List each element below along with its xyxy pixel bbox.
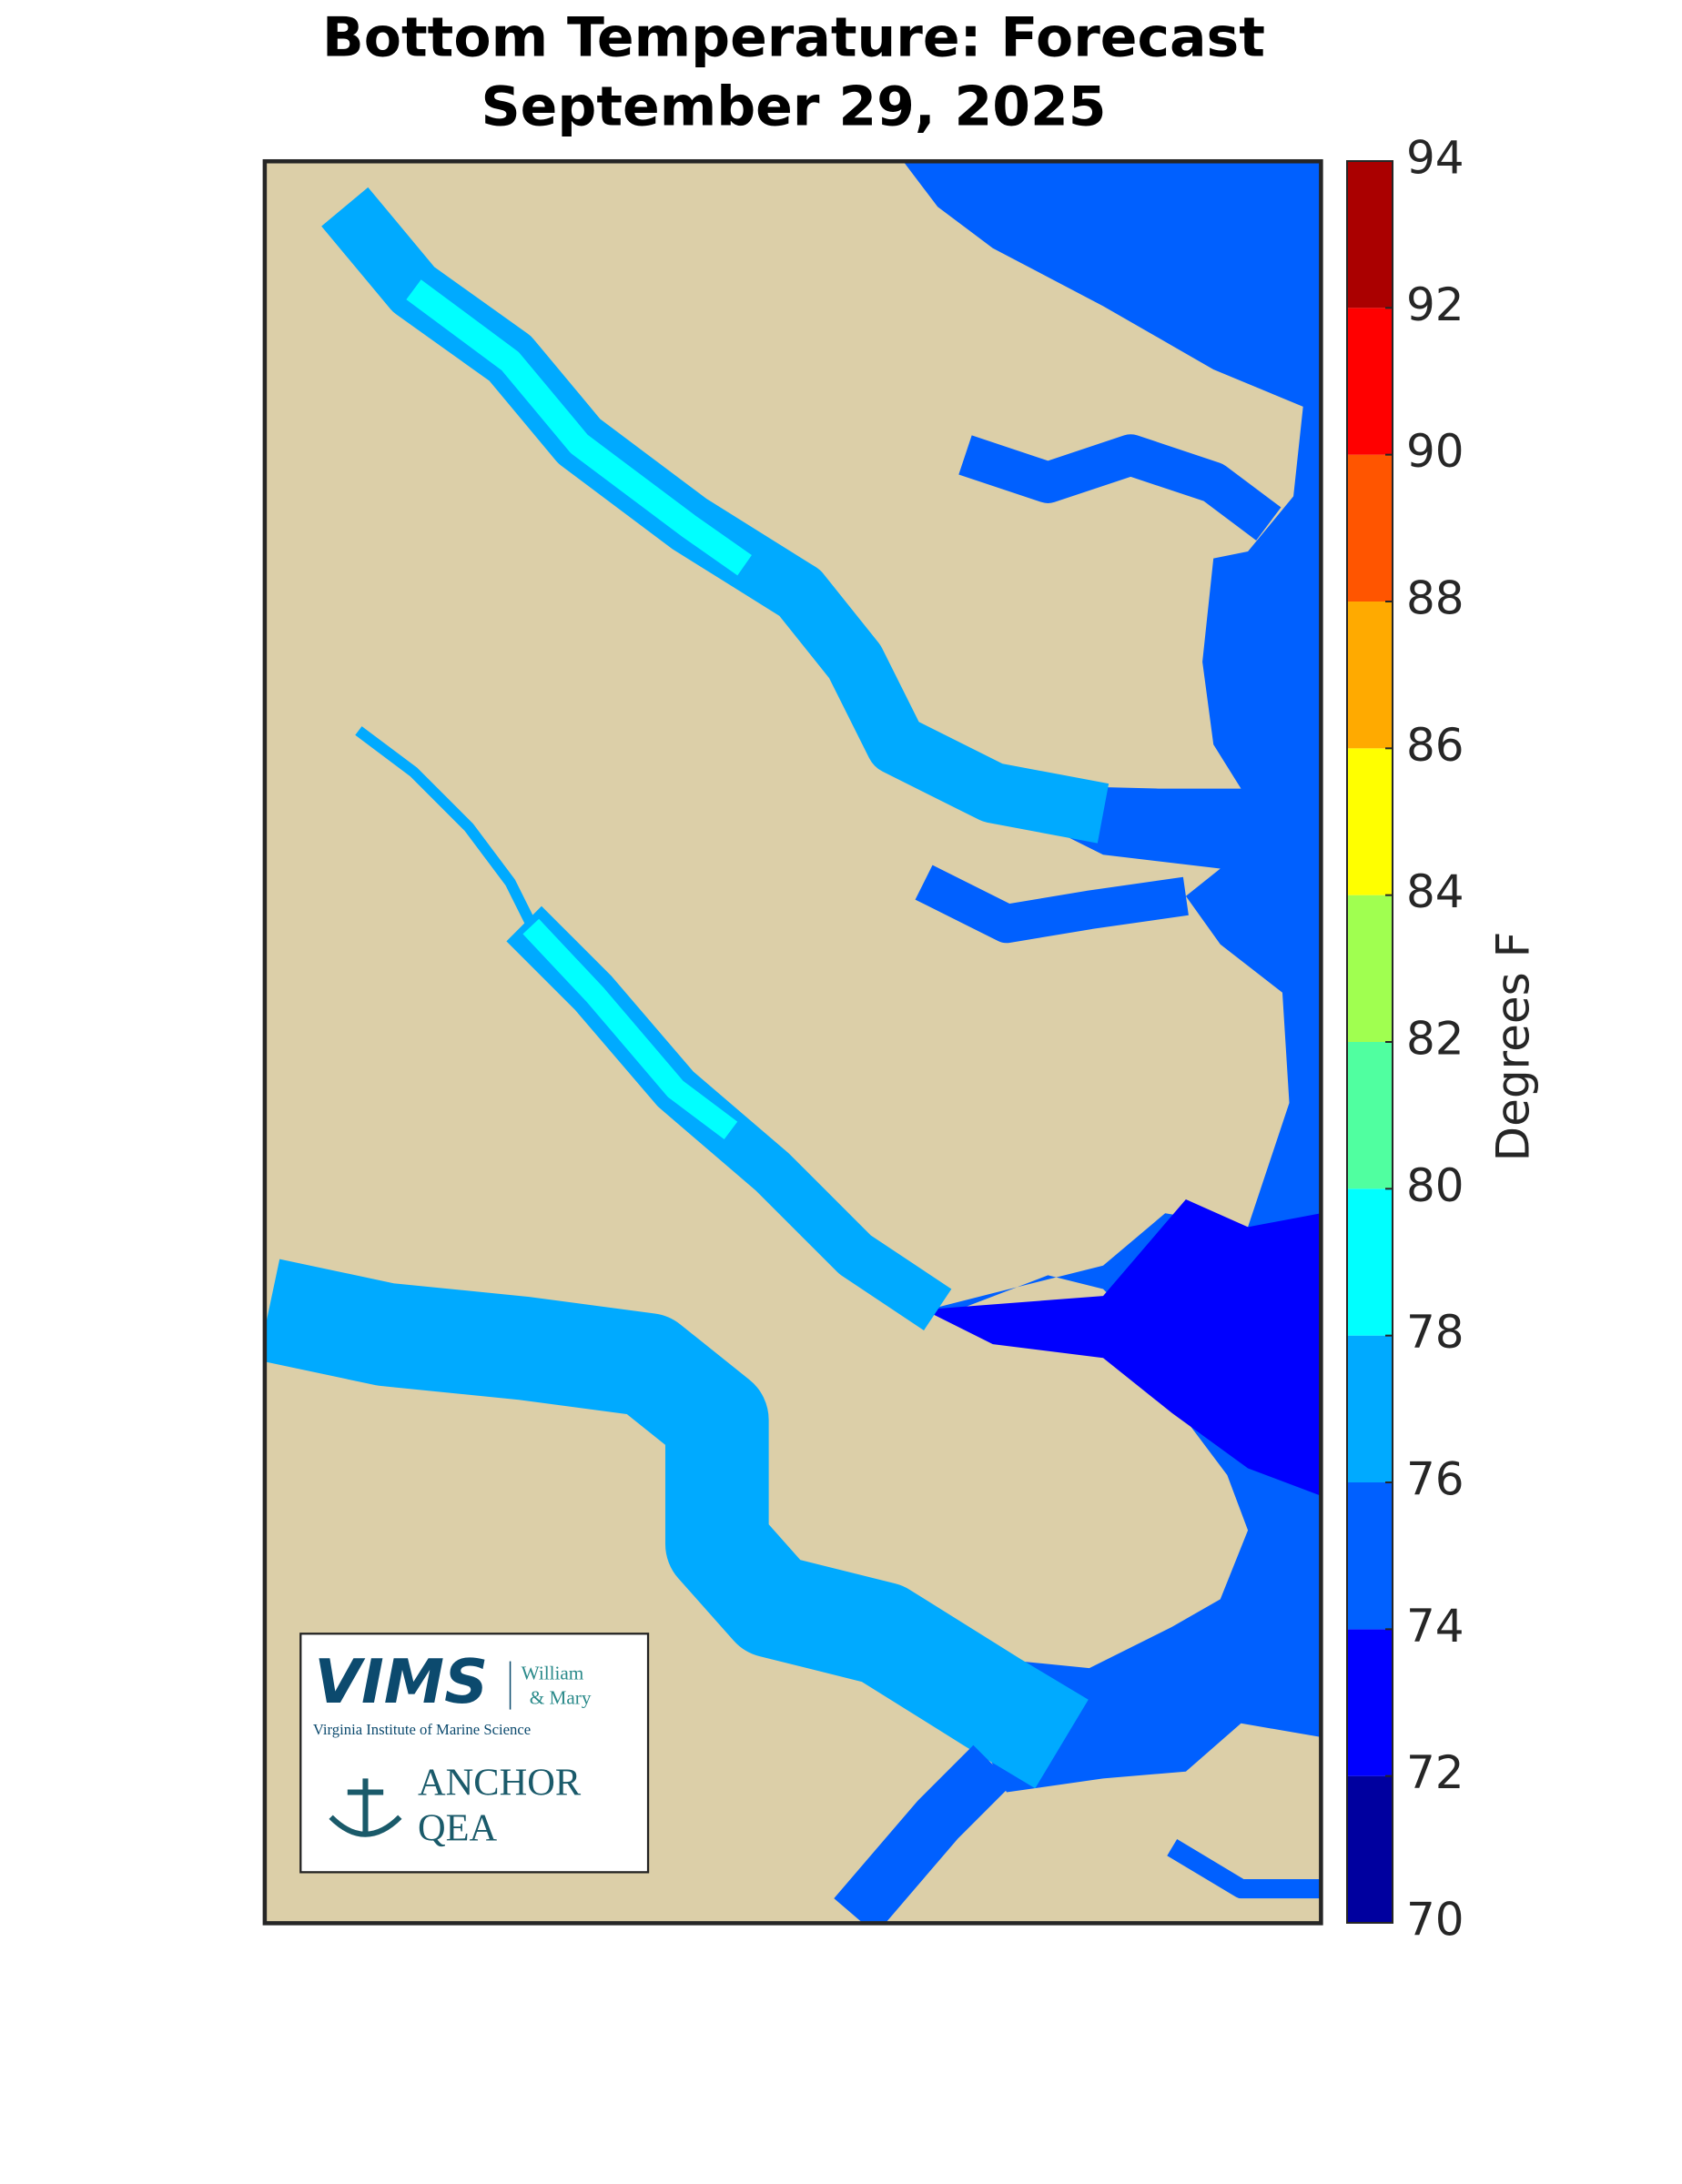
colorbar-tick-label: 84 bbox=[1406, 865, 1464, 918]
colorbar-bin bbox=[1347, 1629, 1393, 1776]
logo-institute: Virginia Institute of Marine Science bbox=[313, 1721, 531, 1738]
river bbox=[264, 1259, 1089, 1789]
colorbar-label: Degrees F bbox=[1487, 932, 1540, 1162]
logo-vims: VIMS bbox=[314, 1646, 488, 1717]
logo-qea: QEA bbox=[418, 1807, 498, 1850]
river bbox=[355, 726, 536, 926]
colorbar-tick-label: 70 bbox=[1406, 1894, 1464, 1946]
colorbar-bin bbox=[1347, 1188, 1393, 1336]
colorbar-tick-label: 74 bbox=[1406, 1600, 1464, 1653]
colorbar-bin bbox=[1347, 895, 1393, 1042]
colorbar-tick-label: 82 bbox=[1406, 1013, 1464, 1066]
colorbar-tick-label: 72 bbox=[1406, 1746, 1464, 1799]
title-line: Bottom Temperature: Forecast bbox=[322, 6, 1265, 70]
colorbar-bin bbox=[1347, 748, 1393, 895]
river bbox=[406, 279, 752, 576]
title-line: September 29, 2025 bbox=[481, 76, 1106, 139]
colorbar-bin bbox=[1347, 602, 1393, 749]
deep-water bbox=[924, 1199, 1322, 1496]
anchor-icon bbox=[329, 1778, 402, 1837]
colorbar-tick-label: 88 bbox=[1406, 572, 1464, 625]
colorbar-bin bbox=[1347, 1042, 1393, 1189]
colorbar-tick-label: 80 bbox=[1406, 1159, 1464, 1212]
river bbox=[958, 434, 1282, 541]
colorbar-tick-label: 78 bbox=[1406, 1306, 1464, 1359]
colorbar-bin bbox=[1347, 1335, 1393, 1482]
colorbar-tick-label: 92 bbox=[1406, 278, 1464, 331]
colorbar-bin bbox=[1347, 161, 1393, 308]
colorbar-bin bbox=[1347, 454, 1393, 602]
colorbar-bin bbox=[1347, 1482, 1393, 1630]
logo-mary: & Mary bbox=[530, 1687, 592, 1709]
river bbox=[522, 918, 738, 1139]
logo-anchor: ANCHOR bbox=[418, 1762, 582, 1805]
colorbar-bin bbox=[1347, 308, 1393, 455]
map-frame bbox=[262, 158, 1323, 1926]
river bbox=[915, 864, 1189, 944]
river bbox=[834, 1744, 1013, 1924]
colorbar-tick-label: 94 bbox=[1406, 132, 1464, 185]
colorbar-tick-label: 76 bbox=[1406, 1453, 1464, 1506]
map: VIMS William & Mary Virginia Institute o… bbox=[262, 158, 1323, 1926]
river bbox=[1167, 1839, 1322, 1899]
colorbar-bin bbox=[1347, 1775, 1393, 1923]
logo-william: William bbox=[522, 1662, 584, 1684]
colorbar-tick-label: 90 bbox=[1406, 425, 1464, 478]
colorbar-tick-label: 86 bbox=[1406, 719, 1464, 772]
